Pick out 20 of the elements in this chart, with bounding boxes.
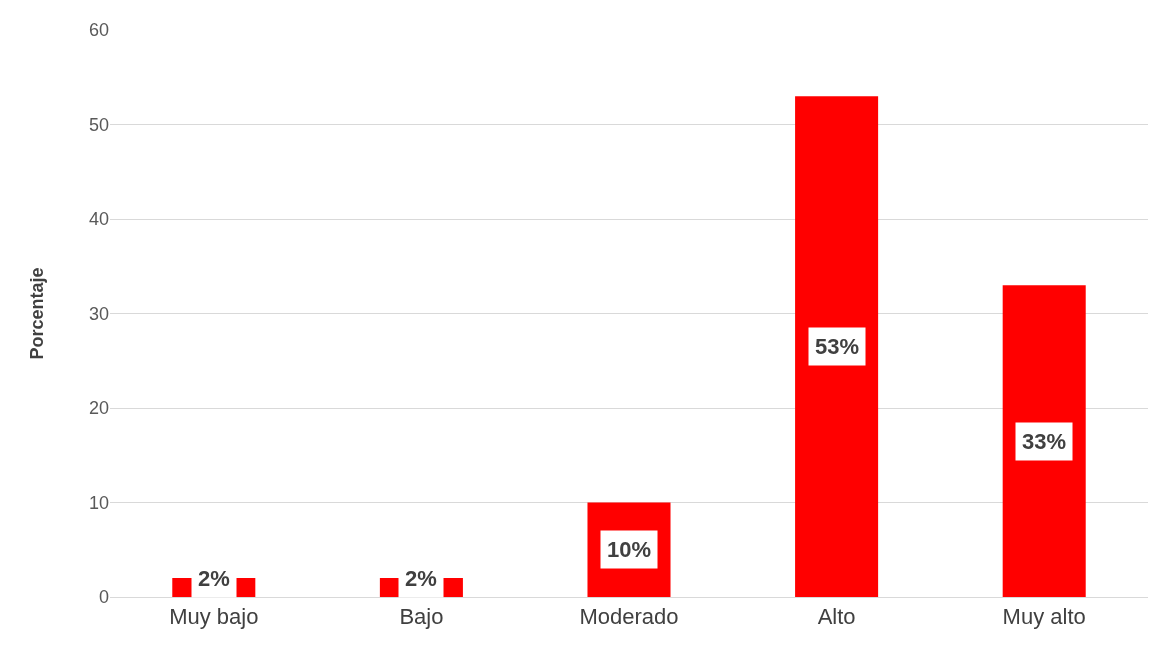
x-tick-label: Alto [817, 604, 856, 630]
data-label: 10% [607, 537, 652, 562]
data-label: 33% [1022, 429, 1067, 454]
y-tick-label: 10 [88, 492, 109, 513]
y-tick-label: 50 [88, 114, 109, 135]
y-axis-title: Porcentaje [27, 267, 48, 360]
data-label: 53% [815, 334, 860, 359]
x-tick-label: Muy alto [1002, 604, 1086, 630]
x-tick-label: Muy bajo [169, 604, 259, 630]
data-label: 2% [405, 566, 437, 591]
y-tick-label: 20 [88, 398, 109, 419]
bar [1002, 285, 1086, 597]
x-tick-label: Moderado [579, 604, 679, 630]
y-tick-label: 40 [88, 209, 109, 230]
y-tick-label: 0 [98, 587, 109, 608]
x-tick-label: Bajo [399, 604, 444, 630]
y-tick-label: 30 [88, 303, 109, 324]
y-tick-label: 60 [88, 20, 109, 41]
bar [795, 96, 879, 597]
data-label: 2% [198, 566, 230, 591]
